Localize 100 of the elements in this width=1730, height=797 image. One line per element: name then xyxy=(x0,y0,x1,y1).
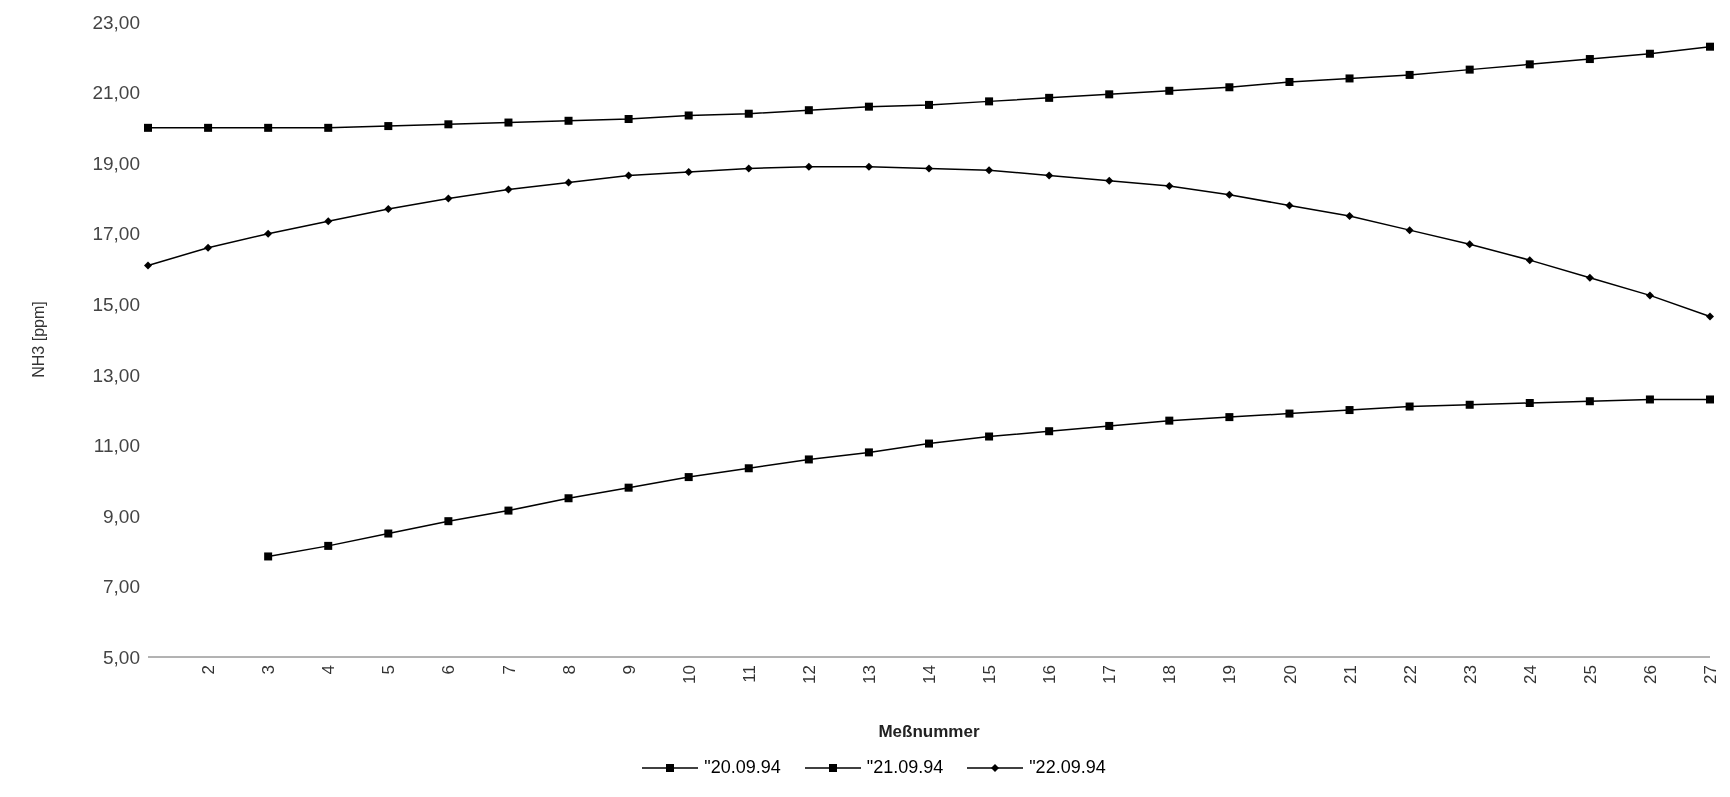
point xyxy=(1585,55,1594,64)
point xyxy=(1045,93,1054,102)
point xyxy=(144,123,152,132)
x-tick-label: 15 xyxy=(980,665,1000,684)
y-tick-label: 19,00 xyxy=(92,152,140,174)
point xyxy=(1405,226,1414,235)
x-tick-label: 2 xyxy=(199,665,219,675)
point xyxy=(1345,406,1354,415)
x-tick-label: 14 xyxy=(920,665,940,684)
point xyxy=(1165,182,1174,191)
x-axis-title: Meßnummer xyxy=(878,722,980,741)
point xyxy=(744,109,753,118)
x-tick-label: 6 xyxy=(439,665,459,675)
point xyxy=(1225,190,1234,199)
point xyxy=(1585,397,1594,406)
point xyxy=(1105,176,1114,185)
y-tick-label: 11,00 xyxy=(93,435,140,457)
point xyxy=(1285,77,1294,86)
point xyxy=(504,185,513,194)
y-tick-label: 7,00 xyxy=(103,576,140,598)
point xyxy=(684,111,693,120)
point xyxy=(1045,171,1054,180)
point xyxy=(864,162,873,171)
point xyxy=(1285,409,1294,418)
point xyxy=(504,118,513,127)
point xyxy=(204,243,213,252)
point xyxy=(1465,400,1474,409)
point xyxy=(324,217,333,226)
point xyxy=(1105,90,1114,99)
x-tick-label: 3 xyxy=(259,665,279,675)
point xyxy=(144,261,152,270)
x-tick-label: 11 xyxy=(739,665,759,683)
x-tick-label: 24 xyxy=(1520,665,1540,684)
point xyxy=(925,164,933,173)
point xyxy=(864,102,873,111)
legend-label: "21.09.94 xyxy=(866,757,944,778)
point xyxy=(384,529,393,538)
x-tick-label: 9 xyxy=(619,665,639,675)
point xyxy=(564,494,573,503)
x-tick-label: 5 xyxy=(379,665,399,675)
point xyxy=(444,120,453,129)
point xyxy=(624,483,633,492)
point xyxy=(985,166,994,175)
y-tick-label: 23,00 xyxy=(92,11,140,33)
point xyxy=(1285,201,1294,210)
point xyxy=(985,97,994,106)
x-tick-label: 4 xyxy=(319,665,339,675)
point xyxy=(1585,273,1594,282)
legend-label: "20.09.94 xyxy=(704,757,781,778)
point xyxy=(1405,402,1414,411)
point xyxy=(624,171,633,180)
legend-label: "22.09.94 xyxy=(1029,757,1106,778)
point xyxy=(1165,416,1174,425)
y-tick-label: 21,00 xyxy=(92,82,140,104)
x-tick-label: 17 xyxy=(1100,665,1120,684)
x-tick-label: 18 xyxy=(1160,665,1180,684)
point xyxy=(264,123,273,132)
x-tick-label: 19 xyxy=(1220,665,1240,684)
point xyxy=(1105,421,1114,430)
x-tick-label: 12 xyxy=(799,665,819,684)
point xyxy=(804,106,813,115)
x-tick-label: 25 xyxy=(1580,665,1600,684)
point xyxy=(624,115,633,124)
x-tick-label: 13 xyxy=(859,665,879,684)
y-tick-label: 13,00 xyxy=(92,364,140,386)
y-axis-title: NH3 [ppm] xyxy=(29,301,47,378)
point xyxy=(985,432,994,441)
x-tick-label: 7 xyxy=(499,665,519,675)
point xyxy=(1225,413,1234,422)
x-tick-label: 26 xyxy=(1640,665,1660,684)
point xyxy=(804,455,813,464)
x-tick-label: 22 xyxy=(1400,665,1420,684)
point xyxy=(1525,60,1534,69)
point xyxy=(384,204,393,213)
point xyxy=(744,164,753,173)
point xyxy=(1465,240,1474,249)
x-tick-label: 10 xyxy=(679,665,699,684)
point xyxy=(1345,74,1354,83)
point xyxy=(504,506,513,515)
y-tick-label: 5,00 xyxy=(103,646,140,668)
point xyxy=(324,123,333,132)
point xyxy=(264,552,273,561)
point xyxy=(684,473,693,482)
point xyxy=(1645,49,1654,58)
y-tick-label: 9,00 xyxy=(103,505,140,527)
point xyxy=(1465,65,1474,74)
point xyxy=(384,122,393,131)
point xyxy=(564,178,573,187)
point xyxy=(1405,70,1414,79)
x-tick-label: 16 xyxy=(1040,665,1060,684)
point xyxy=(324,541,333,550)
x-tick-label: 23 xyxy=(1460,665,1480,684)
y-tick-label: 17,00 xyxy=(92,223,140,245)
point xyxy=(925,439,933,448)
point xyxy=(1706,42,1714,51)
point xyxy=(925,100,933,109)
point xyxy=(684,167,693,176)
point xyxy=(1045,427,1054,436)
point xyxy=(1525,256,1534,265)
point xyxy=(1706,312,1714,321)
